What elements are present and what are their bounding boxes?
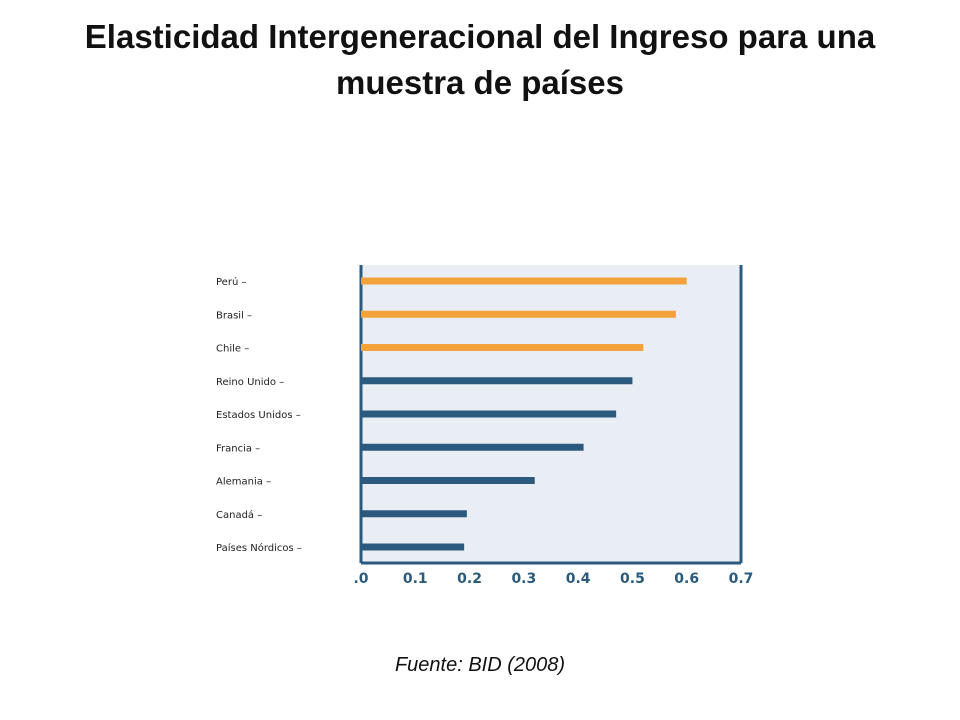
bar-7 bbox=[361, 477, 535, 484]
bar-1 bbox=[361, 277, 687, 285]
category-label: Alemania – bbox=[216, 477, 271, 488]
category-label: Perú – bbox=[216, 276, 246, 288]
category-label: Países Nórdicos – bbox=[216, 542, 302, 554]
category-labels: Perú – Brasil – Chile – Reino Unido – Estado… bbox=[216, 276, 302, 554]
x-tick-label: 0.4 bbox=[566, 571, 591, 587]
chart-title: Elasticidad Intergeneracional del Ingres… bbox=[84, 18, 876, 101]
category-label: Reino Unido – bbox=[216, 377, 284, 388]
source-note: Fuente: BID (2008) bbox=[394, 654, 566, 676]
x-tick-label: 0.6 bbox=[674, 571, 699, 587]
bar-6 bbox=[361, 443, 584, 451]
category-label: Brasil – bbox=[216, 310, 252, 321]
x-tick-labels: .0 0.1 0.2 0.3 0.4 0.5 0.6 0.7 bbox=[353, 571, 753, 587]
category-label: Canadá – bbox=[216, 509, 262, 521]
x-tick-label: 0.3 bbox=[511, 571, 536, 587]
bars-group bbox=[361, 277, 687, 551]
x-tick-label: 0.1 bbox=[403, 571, 428, 587]
x-tick-label: 0.5 bbox=[620, 571, 645, 587]
bar-5 bbox=[361, 410, 617, 418]
bar-3 bbox=[361, 344, 644, 351]
bar-4 bbox=[361, 377, 633, 385]
category-label: Estados Unidos – bbox=[216, 410, 301, 421]
x-tick-label: .0 bbox=[353, 571, 368, 587]
x-tick-label: 0.2 bbox=[457, 571, 482, 587]
bar-9 bbox=[361, 543, 465, 551]
x-tick-label: 0.7 bbox=[729, 571, 754, 587]
category-label: Chile – bbox=[216, 344, 249, 355]
bar-2 bbox=[361, 310, 676, 318]
bar-8 bbox=[361, 510, 467, 518]
category-label: Francia – bbox=[216, 443, 260, 454]
